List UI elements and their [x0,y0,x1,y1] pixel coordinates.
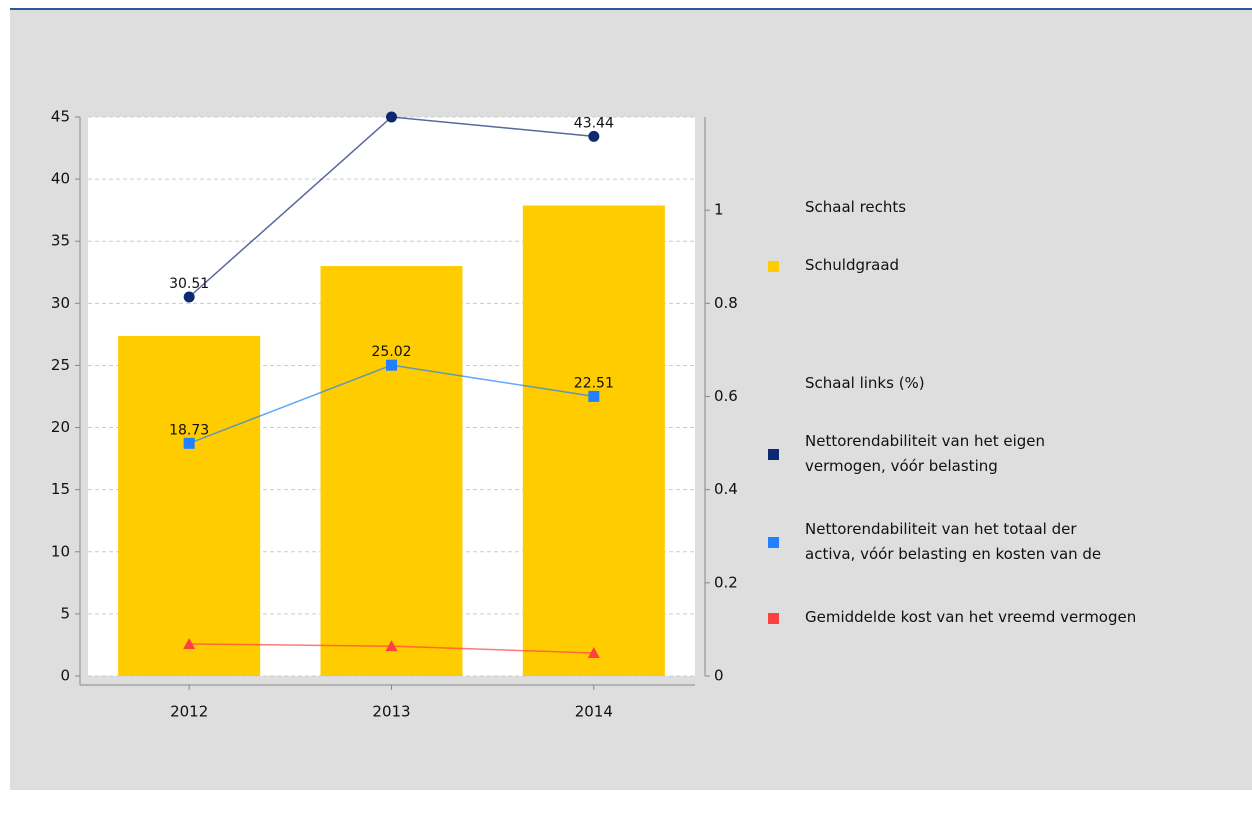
data-label: 43.44 [574,115,614,131]
y2-tick-label: 1 [714,201,724,219]
marker [588,130,600,142]
legend-label: Schuldgraad [805,256,900,274]
data-label: 22.51 [574,375,614,391]
y-tick-label: 10 [51,542,70,560]
y2-tick-label: 0.2 [714,573,738,591]
legend-swatch [768,613,779,624]
y-tick-label: 35 [51,232,70,250]
y2-tick-label: 0 [714,667,724,685]
y2-tick-label: 0.8 [714,294,738,312]
legend-swatch [768,449,779,460]
marker [588,390,600,402]
legend-title: Schaal links (%) [805,374,925,392]
y2-tick-label: 0.4 [714,480,738,498]
y-tick-label: 40 [51,170,70,188]
data-label: 18.73 [169,422,209,438]
data-label: 30.51 [169,276,209,292]
legend-swatch [768,537,779,548]
legend-label: Nettorendabiliteit van het totaal der ac… [805,520,1102,563]
legend-title: Schaal rechts [805,198,907,216]
x-tick-label: 2014 [575,703,613,721]
marker [183,291,195,303]
bar [118,335,261,676]
bar [320,266,463,676]
y-tick-label: 0 [60,667,70,685]
legend-label: Nettorendabiliteit van het eigen vermoge… [805,432,1046,475]
marker [183,637,196,649]
y-tick-label: 5 [60,604,70,622]
y-tick-label: 20 [51,418,70,436]
x-tick-label: 2012 [170,703,208,721]
y-tick-label: 45 [51,108,70,126]
bar [522,205,665,676]
data-label: 25.02 [371,344,411,360]
marker [385,640,398,652]
y-tick-label: 15 [51,480,70,498]
legend-swatch [768,261,779,272]
x-tick-label: 2013 [372,703,410,721]
marker [386,111,397,123]
marker [386,359,397,371]
y-tick-label: 25 [51,356,70,374]
marker [183,437,195,449]
marker [587,647,600,659]
y-tick-label: 30 [51,294,70,312]
legend-label: Gemiddelde kost van het vreemd vermogen [805,608,1137,626]
y2-tick-label: 0.6 [714,387,738,405]
